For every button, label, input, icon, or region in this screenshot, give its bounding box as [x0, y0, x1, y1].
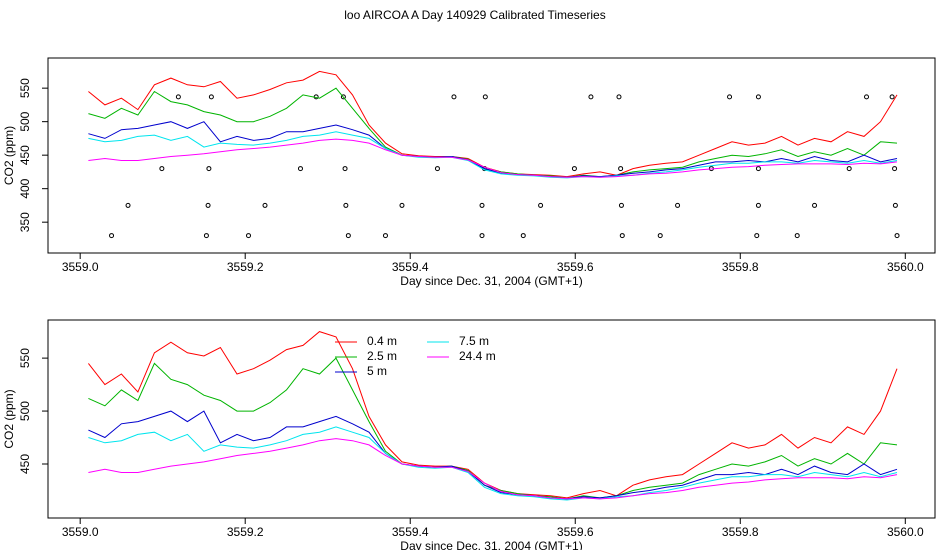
point [794, 233, 800, 239]
point [727, 94, 733, 100]
plot-frame [47, 319, 936, 519]
series-line [88, 121, 898, 178]
legend-label: 5 m [367, 364, 387, 378]
point [520, 233, 526, 239]
point [205, 202, 211, 208]
y-tick-label: 450 [18, 145, 32, 165]
point [206, 166, 212, 172]
point [846, 166, 852, 172]
point [482, 94, 488, 100]
x-tick-label: 3559.6 [557, 525, 594, 539]
point [175, 94, 181, 100]
point [618, 166, 624, 172]
y-tick-label: 400 [18, 178, 32, 198]
point [345, 233, 351, 239]
x-tick-label: 3559.8 [722, 525, 759, 539]
point [246, 233, 252, 239]
point [812, 202, 818, 208]
point [434, 166, 440, 172]
point [538, 202, 544, 208]
x-tick-label: 3560.0 [887, 260, 924, 274]
y-axis-label: CO2 (ppm) [2, 126, 16, 185]
point [755, 94, 761, 100]
point [343, 202, 349, 208]
legend-label: 2.5 m [367, 349, 397, 363]
point [754, 233, 760, 239]
point [342, 166, 348, 172]
point [618, 202, 624, 208]
x-tick-label: 3560.0 [887, 525, 924, 539]
point [125, 202, 131, 208]
y-tick-label: 500 [18, 401, 32, 421]
page-title: loo AIRCOA A Day 140929 Calibrated Times… [344, 8, 605, 22]
point [479, 233, 485, 239]
point [297, 166, 303, 172]
series-line [88, 70, 898, 178]
series-line [88, 410, 898, 500]
point [675, 202, 681, 208]
x-tick-label: 3559.0 [62, 260, 99, 274]
x-tick-label: 3559.2 [227, 260, 264, 274]
point [109, 233, 115, 239]
point [755, 166, 761, 172]
series-line [88, 426, 898, 501]
x-tick-label: 3559.8 [722, 260, 759, 274]
point [616, 94, 622, 100]
y-tick-label: 450 [18, 454, 32, 474]
x-tick-label: 3559.4 [392, 260, 429, 274]
point [889, 94, 895, 100]
point [864, 94, 870, 100]
y-tick-label: 350 [18, 212, 32, 232]
point [479, 202, 485, 208]
point [892, 202, 898, 208]
x-axis-label: Day since Dec. 31, 2004 (GMT+1) [400, 539, 582, 550]
legend-label: 0.4 m [367, 334, 397, 348]
point [208, 94, 214, 100]
x-tick-label: 3559.4 [392, 525, 429, 539]
series-line [88, 138, 898, 178]
point [262, 202, 268, 208]
series-line [88, 87, 898, 178]
x-tick-label: 3559.2 [227, 525, 264, 539]
point [203, 233, 209, 239]
point [571, 166, 577, 172]
point [159, 166, 165, 172]
y-axis-label: CO2 (ppm) [2, 389, 16, 448]
y-tick-label: 550 [18, 78, 32, 98]
point [657, 233, 663, 239]
x-tick-label: 3559.0 [62, 525, 99, 539]
point [340, 94, 346, 100]
point [382, 233, 388, 239]
x-tick-label: 3559.6 [557, 260, 594, 274]
y-tick-label: 500 [18, 111, 32, 131]
point [399, 202, 405, 208]
series-line [88, 357, 898, 500]
legend-label: 7.5 m [459, 334, 489, 348]
legend-label: 24.4 m [459, 349, 496, 363]
point [619, 233, 625, 239]
point [755, 202, 761, 208]
point [451, 94, 457, 100]
series-line [88, 438, 898, 500]
point [588, 94, 594, 100]
y-tick-label: 550 [18, 348, 32, 368]
series-line [88, 131, 898, 179]
x-axis-label: Day since Dec. 31, 2004 (GMT+1) [400, 274, 582, 288]
point [892, 166, 898, 172]
point [894, 233, 900, 239]
